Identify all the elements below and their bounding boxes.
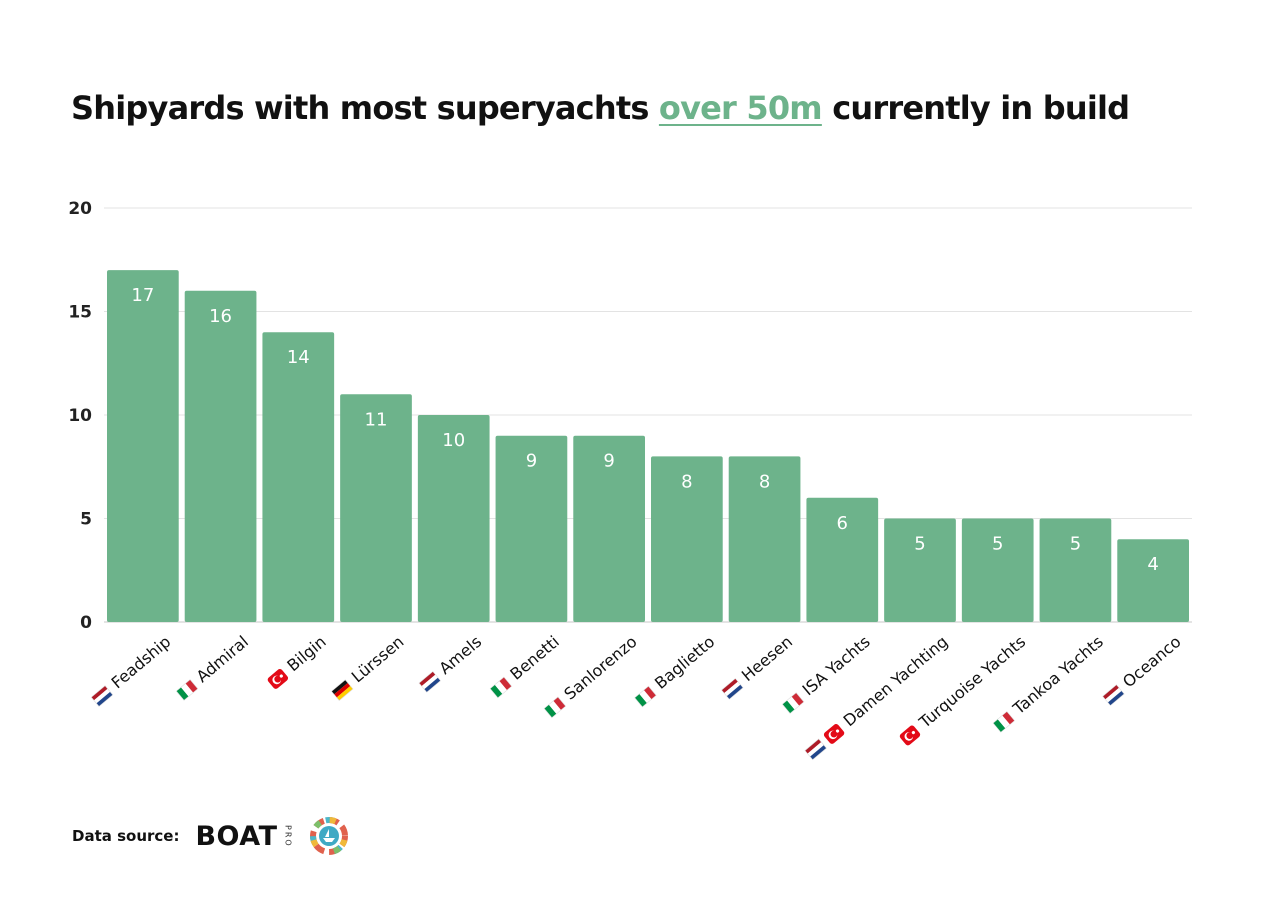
boat-pro-emblem-icon bbox=[309, 817, 348, 855]
category-label: Admiral bbox=[193, 632, 252, 686]
flag-it-icon bbox=[489, 676, 513, 699]
category-label: Lürssen bbox=[348, 632, 408, 686]
bar[interactable] bbox=[340, 394, 412, 622]
title-text-end: currently in build bbox=[821, 89, 1130, 127]
bar[interactable] bbox=[262, 332, 335, 622]
bar[interactable] bbox=[417, 415, 490, 622]
x-tick-label: Admiral bbox=[175, 632, 252, 701]
y-tick-label: 0 bbox=[80, 613, 92, 633]
bar[interactable] bbox=[107, 270, 179, 622]
flag-it-icon bbox=[634, 685, 657, 708]
bar[interactable] bbox=[728, 456, 801, 622]
data-source: Data source: BOAT PRO bbox=[72, 816, 349, 856]
boat-pro-logo-suffix: PRO bbox=[283, 824, 293, 848]
bars: 17 16 14 11 10 9 9 8 8 6 5 5 5 4 bbox=[107, 270, 1189, 622]
flag-it-icon bbox=[781, 692, 805, 714]
flag-de-icon bbox=[331, 679, 354, 701]
bar[interactable] bbox=[1117, 539, 1189, 622]
flag-it-icon bbox=[543, 696, 567, 719]
data-label: 10 bbox=[442, 430, 465, 451]
category-label: Feadship bbox=[108, 632, 175, 692]
x-tick-label: Amels bbox=[418, 632, 485, 693]
chart-title: Shipyards with most superyachts over 50m… bbox=[71, 86, 1130, 130]
data-label: 8 bbox=[681, 471, 692, 492]
x-tick-label: Feadship bbox=[90, 632, 175, 707]
data-label: 9 bbox=[526, 451, 537, 472]
y-tick-label: 15 bbox=[68, 303, 92, 323]
boat-pro-logo-text: BOAT bbox=[195, 820, 278, 852]
flag-tr-icon bbox=[899, 725, 921, 746]
data-label: 17 bbox=[131, 285, 154, 306]
x-tick-label: Baglietto bbox=[634, 632, 718, 708]
flag-tr-icon bbox=[823, 723, 845, 744]
flag-nl-icon bbox=[721, 678, 744, 700]
data-label: 8 bbox=[759, 471, 770, 492]
x-tick-label: Lürssen bbox=[331, 632, 408, 701]
flag-nl-icon bbox=[804, 738, 827, 761]
data-label: 11 bbox=[365, 409, 388, 430]
category-label: Sanlorenzo bbox=[560, 632, 640, 704]
data-label: 9 bbox=[603, 451, 614, 472]
y-tick-label: 10 bbox=[68, 406, 92, 426]
x-tick-label: Benetti bbox=[489, 632, 563, 699]
category-label: Oceanco bbox=[1119, 632, 1185, 691]
bar[interactable] bbox=[651, 456, 723, 622]
bar-chart: 0 5 10 15 20 17 16 14 11 10 9 9 8 8 6 5 5 5 4 Feadship Adm… bbox=[68, 199, 1192, 761]
x-tick-label: Bilgin bbox=[267, 632, 330, 689]
data-label: 4 bbox=[1147, 554, 1158, 575]
bar[interactable] bbox=[961, 518, 1034, 623]
bar[interactable] bbox=[184, 290, 257, 622]
flag-nl-icon bbox=[90, 685, 114, 707]
category-label: Bilgin bbox=[283, 632, 329, 675]
y-tick-label: 20 bbox=[68, 199, 92, 219]
flag-it-icon bbox=[175, 679, 199, 701]
flag-nl-icon bbox=[418, 671, 441, 693]
data-source-label: Data source: bbox=[72, 827, 180, 845]
category-label: Benetti bbox=[506, 632, 562, 684]
data-label: 14 bbox=[287, 347, 310, 368]
bar[interactable] bbox=[806, 497, 879, 622]
category-label: ISA Yachts bbox=[799, 632, 874, 699]
y-axis-ticks: 0 5 10 15 20 bbox=[68, 199, 92, 633]
bar[interactable] bbox=[884, 518, 956, 623]
bar[interactable] bbox=[495, 435, 568, 622]
y-tick-label: 5 bbox=[80, 510, 92, 530]
category-label: Heesen bbox=[738, 632, 796, 685]
title-text-start: Shipyards with most superyachts bbox=[71, 89, 659, 127]
data-label: 5 bbox=[992, 534, 1003, 555]
flag-tr-icon bbox=[267, 669, 289, 689]
flag-it-icon bbox=[992, 711, 1016, 733]
category-label: Amels bbox=[435, 632, 485, 678]
data-label: 5 bbox=[914, 534, 925, 555]
data-label: 5 bbox=[1070, 534, 1081, 555]
x-tick-label: Oceanco bbox=[1102, 632, 1185, 706]
x-tick-label: Heesen bbox=[721, 632, 796, 700]
x-tick-label: Turquoise Yachts bbox=[899, 632, 1029, 746]
x-axis-labels: Feadship Admiral Bilgin Lürssen Amels Benetti… bbox=[90, 632, 1185, 761]
bar[interactable] bbox=[1039, 518, 1112, 623]
data-label: 6 bbox=[837, 513, 848, 534]
data-label: 16 bbox=[209, 306, 232, 327]
x-tick-label: Damen Yachting bbox=[804, 632, 951, 761]
title-highlight-link[interactable]: over 50m bbox=[658, 89, 823, 127]
category-label: Baglietto bbox=[651, 632, 718, 693]
bar[interactable] bbox=[573, 435, 645, 622]
flag-nl-icon bbox=[1102, 684, 1125, 706]
